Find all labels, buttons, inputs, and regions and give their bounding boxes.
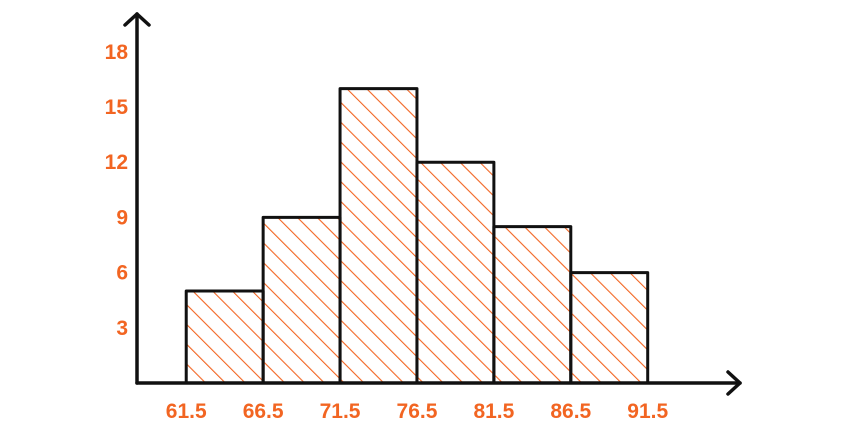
histogram-bar-1 xyxy=(184,289,265,385)
x-tick-label: 76.5 xyxy=(397,400,438,423)
histogram-bar-5 xyxy=(492,225,573,385)
x-tick-label: 81.5 xyxy=(473,400,514,423)
x-tick-label: 61.5 xyxy=(166,400,207,423)
axes-layer xyxy=(123,12,742,396)
y-tick-label: 18 xyxy=(105,41,129,64)
histogram-bar-3 xyxy=(338,87,419,385)
bars-layer xyxy=(184,87,650,385)
x-tick-label: 66.5 xyxy=(243,400,284,423)
y-tick-label: 12 xyxy=(105,151,128,174)
histogram-bar-4 xyxy=(415,160,496,385)
y-axis-arrowhead xyxy=(123,12,151,27)
x-tick-label: 91.5 xyxy=(627,400,668,423)
y-tick-label: 3 xyxy=(116,317,128,340)
y-tick-labels: 3 6 9 12 15 18 xyxy=(105,41,129,340)
histogram-bar-6 xyxy=(569,271,650,385)
x-axis-arrowhead xyxy=(726,370,742,396)
x-tick-label: 86.5 xyxy=(550,400,591,423)
histogram-bar-2 xyxy=(261,215,342,385)
x-tick-label: 71.5 xyxy=(320,400,361,423)
y-tick-label: 6 xyxy=(116,262,128,285)
y-tick-label: 15 xyxy=(105,96,129,119)
x-tick-labels: 61.5 66.5 71.5 76.5 81.5 86.5 91.5 xyxy=(166,400,669,423)
y-tick-label: 9 xyxy=(116,206,128,229)
